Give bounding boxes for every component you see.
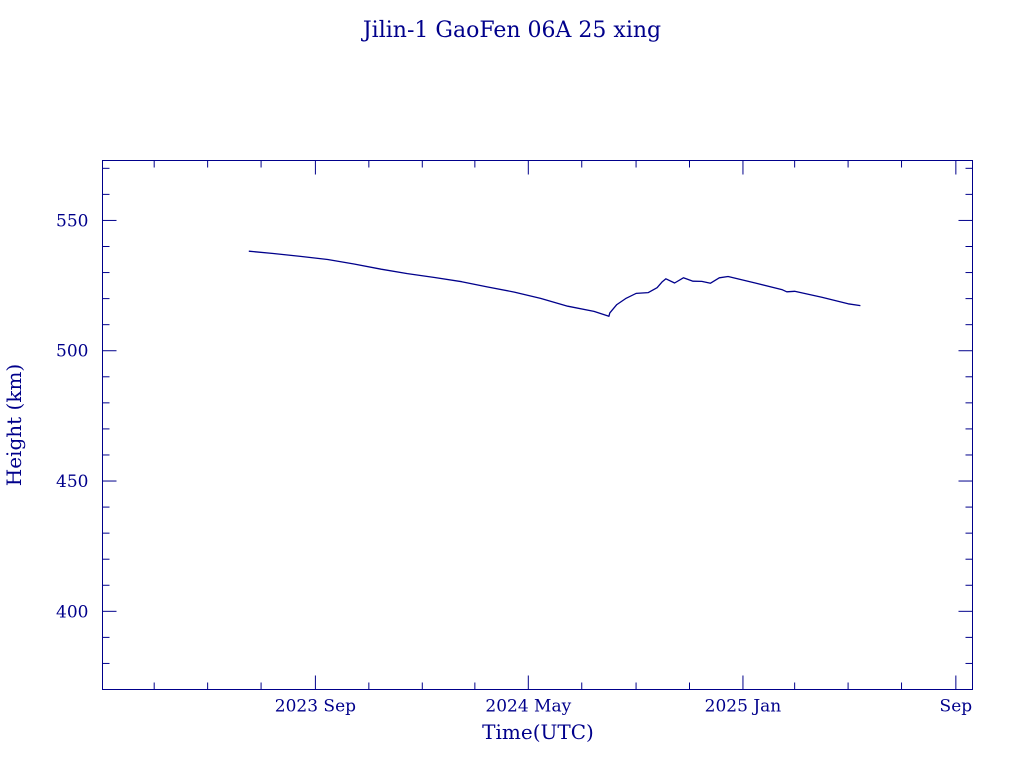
y-axis-label: Height (km) (2, 364, 26, 486)
y-tick-label: 450 (56, 472, 88, 492)
x-tick-label: 2025 Jan (705, 697, 782, 717)
axis-ticks (102, 160, 973, 690)
y-tick-labels: 400 450 500 550 (56, 211, 88, 622)
x-axis-label: Time(UTC) (482, 720, 594, 744)
x-tick-label: 2024 May (485, 697, 571, 717)
plot-frame (102, 160, 973, 690)
y-tick-label: 400 (56, 602, 88, 622)
x-tick-label: 2023 Sep (275, 697, 356, 717)
y-tick-label: 550 (56, 211, 88, 231)
y-tick-label: 500 (56, 342, 88, 362)
chart-title: Jilin-1 GaoFen 06A 25 xing (361, 18, 661, 43)
height-series-line (248, 250, 861, 317)
x-tick-labels: 2023 Sep 2024 May 2025 Jan Sep (275, 697, 972, 717)
x-tick-label: Sep (940, 697, 973, 717)
